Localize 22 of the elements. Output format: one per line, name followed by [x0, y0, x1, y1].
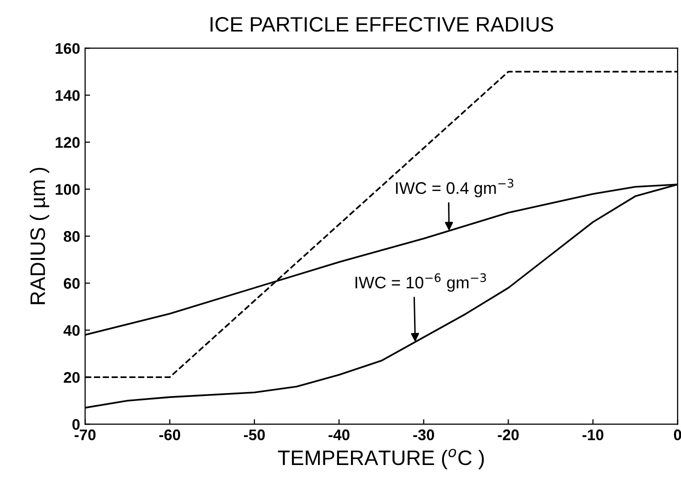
- y-tick-label: 40: [64, 325, 80, 336]
- y-tick-label: 80: [64, 231, 80, 242]
- x-tick-label: 0: [674, 429, 681, 440]
- y-tick-label: 100: [56, 184, 80, 195]
- x-tick-label: -60: [159, 429, 180, 440]
- y-tick-label: 140: [56, 90, 80, 101]
- y-axis-title: RADIUS ( µm ): [30, 168, 50, 304]
- x-axis-title: TEMPERATURE ($^{o}$C ): [278, 448, 484, 470]
- y-tick-label: 120: [56, 137, 80, 148]
- x-tick-label: -10: [582, 429, 604, 440]
- x-tick-label: -20: [498, 429, 519, 440]
- x-tick-label: -70: [74, 429, 96, 440]
- x-tick-label: -40: [328, 429, 350, 440]
- y-tick-label: 20: [64, 372, 80, 383]
- annotation: IWC = 0.4 gm$^{−3}$: [396, 178, 514, 198]
- y-tick-label: 160: [56, 43, 80, 54]
- chart-title: ICE PARTICLE EFFECTIVE RADIUS: [210, 16, 554, 32]
- x-tick-label: -50: [244, 429, 265, 440]
- y-tick-label: 0: [72, 419, 80, 430]
- annotation: IWC = 10$^{−6}$ gm$^{−3}$: [356, 273, 486, 292]
- y-tick-label: 60: [64, 278, 80, 289]
- x-tick-label: -30: [413, 429, 434, 440]
